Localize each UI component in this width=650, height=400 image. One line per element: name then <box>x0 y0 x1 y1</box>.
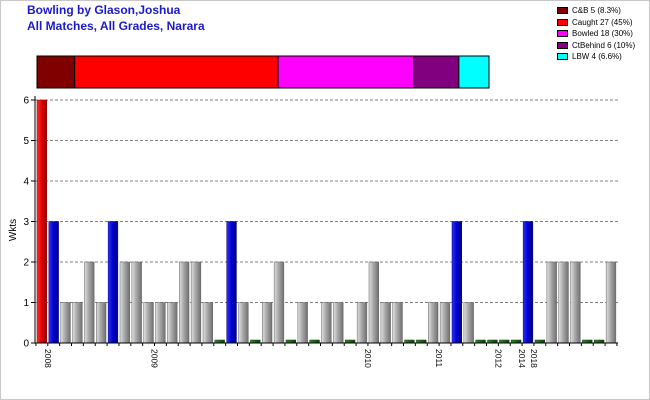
bar <box>463 302 474 344</box>
x-tick-label: 2009 <box>150 349 160 368</box>
bar <box>321 302 332 344</box>
bar <box>167 302 178 344</box>
legend-item-cb: C&B 5 (8.3%) <box>557 5 635 17</box>
legend-label: CtBehind 6 (10%) <box>572 40 636 50</box>
bar <box>273 261 285 344</box>
bar <box>190 261 202 344</box>
y-tick-label: 0 <box>23 339 29 350</box>
y-axis-label: Wkts <box>8 219 19 241</box>
legend-swatch <box>557 53 568 61</box>
legend-swatch <box>557 18 568 26</box>
y-tick-label: 6 <box>23 96 29 107</box>
bar <box>84 261 95 344</box>
legend-swatch <box>557 30 568 38</box>
bar <box>451 221 462 344</box>
bar <box>202 302 213 344</box>
bar <box>96 302 107 344</box>
y-tick-label: 2 <box>23 258 29 269</box>
bar <box>356 302 368 344</box>
bar <box>262 302 273 344</box>
bar <box>333 302 344 344</box>
legend: C&B 5 (8.3%) Caught 27 (45%) Bowled 18 (… <box>557 5 635 63</box>
bar <box>368 261 379 344</box>
bar <box>558 261 569 344</box>
bar <box>428 302 439 344</box>
bar <box>238 302 249 344</box>
breakdown-segment <box>74 55 279 89</box>
bar <box>546 261 557 344</box>
x-tick-label: 2010 <box>363 349 373 368</box>
y-tick-label: 1 <box>23 298 29 309</box>
legend-label: LBW 4 (6.6%) <box>572 52 622 62</box>
bar <box>72 302 83 344</box>
bar <box>439 302 451 344</box>
chart-subtitle: All Matches, All Grades, Narara <box>27 19 205 33</box>
bar <box>570 261 581 344</box>
bar <box>155 302 166 344</box>
legend-item-bowled: Bowled 18 (30%) <box>557 28 635 40</box>
legend-item-lbw: LBW 4 (6.6%) <box>557 51 635 63</box>
y-tick-label: 3 <box>23 217 29 228</box>
y-tick-label: 5 <box>23 136 29 147</box>
breakdown-segment <box>36 55 76 89</box>
bar <box>226 221 237 344</box>
chart-title: Bowling by Glason,Joshua <box>27 3 181 17</box>
x-tick-label: 2011 <box>434 349 444 368</box>
legend-item-ctbehind: CtBehind 6 (10%) <box>557 40 635 52</box>
bar <box>107 221 119 344</box>
bar <box>48 221 59 344</box>
x-tick-label: 2012 <box>493 349 503 368</box>
legend-item-caught: Caught 27 (45%) <box>557 17 635 29</box>
breakdown-segment <box>277 55 415 89</box>
legend-swatch <box>557 7 568 15</box>
bar <box>60 302 71 344</box>
bar <box>605 261 617 344</box>
bar <box>131 261 142 344</box>
bar <box>522 221 534 344</box>
legend-label: C&B 5 (8.3%) <box>572 6 621 16</box>
bar <box>179 261 190 344</box>
breakdown-segment <box>413 55 460 89</box>
legend-swatch <box>557 41 568 49</box>
bar <box>143 302 154 344</box>
bar <box>36 99 47 344</box>
bar <box>392 302 403 344</box>
legend-label: Caught 27 (45%) <box>572 17 633 27</box>
breakdown-segment <box>458 55 490 89</box>
bar <box>297 302 308 344</box>
x-tick-label: 2014 <box>517 349 527 368</box>
legend-label: Bowled 18 (30%) <box>572 29 633 39</box>
x-tick-label: 2008 <box>43 349 53 368</box>
x-tick-label: 2018 <box>529 349 539 368</box>
bar <box>380 302 391 344</box>
bar <box>119 261 130 344</box>
y-tick-label: 4 <box>23 177 29 188</box>
